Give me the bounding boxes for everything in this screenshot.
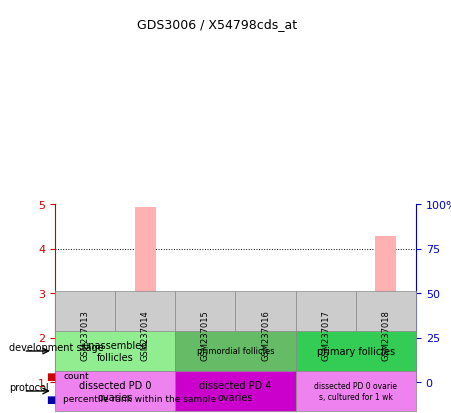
Bar <box>74 316 96 382</box>
Bar <box>381 370 391 382</box>
Text: ■: ■ <box>46 371 55 381</box>
Bar <box>135 208 156 382</box>
Text: GSM237018: GSM237018 <box>382 309 391 360</box>
Bar <box>201 370 210 382</box>
Text: GSM237014: GSM237014 <box>141 309 150 360</box>
Text: GSM237016: GSM237016 <box>261 309 270 360</box>
Text: GDS3006 / X54798cds_at: GDS3006 / X54798cds_at <box>138 18 298 31</box>
Text: GSM237013: GSM237013 <box>81 309 90 360</box>
Text: dissected PD 0
ovaries: dissected PD 0 ovaries <box>79 380 152 402</box>
Text: primary follicles: primary follicles <box>317 346 395 356</box>
Text: dissected PD 4
ovaries: dissected PD 4 ovaries <box>199 380 272 402</box>
Text: ■: ■ <box>46 394 55 404</box>
Bar <box>321 377 331 382</box>
Text: development stage: development stage <box>9 342 104 352</box>
Bar <box>195 308 216 382</box>
Text: percentile rank within the sample: percentile rank within the sample <box>63 394 216 403</box>
Bar <box>80 377 90 382</box>
Text: GSM237015: GSM237015 <box>201 309 210 360</box>
Text: GSM237017: GSM237017 <box>321 309 330 360</box>
Bar <box>141 356 150 382</box>
Text: protocol: protocol <box>9 382 49 392</box>
Text: count: count <box>63 372 89 380</box>
Bar <box>255 302 276 382</box>
Text: primordial follicles: primordial follicles <box>197 347 274 356</box>
Bar <box>261 368 270 382</box>
Bar <box>315 368 336 382</box>
Text: dissected PD 0 ovarie
s, cultured for 1 wk: dissected PD 0 ovarie s, cultured for 1 … <box>314 381 397 401</box>
Bar <box>375 237 396 382</box>
Text: unassembled
follicles: unassembled follicles <box>83 340 148 362</box>
